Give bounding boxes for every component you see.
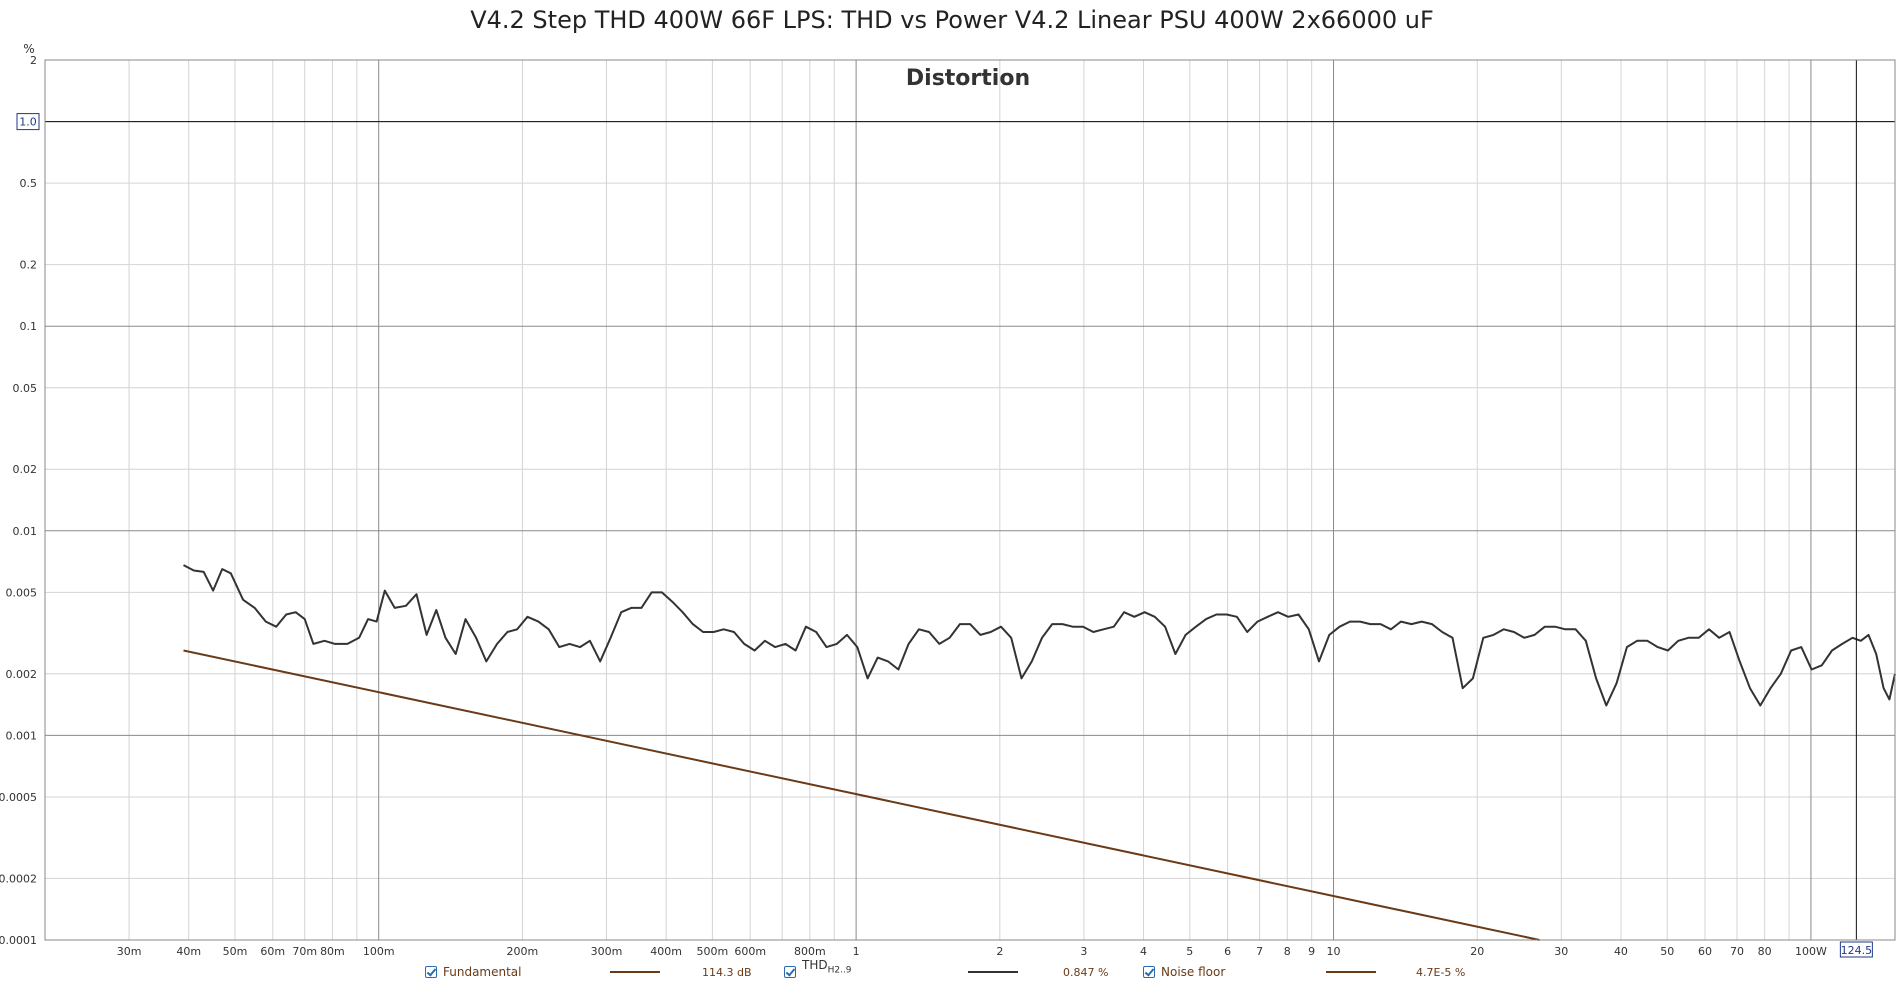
noise-floor-checkbox[interactable] bbox=[1143, 966, 1155, 978]
x-tick-label: 30m bbox=[117, 945, 142, 958]
thd-subscript: H2..9 bbox=[827, 965, 852, 976]
x-tick-label: 7 bbox=[1256, 945, 1263, 958]
legend-swatch-noise-floor bbox=[1326, 963, 1376, 981]
x-tick-label: 80 bbox=[1758, 945, 1772, 958]
y-axis-unit-label: % bbox=[23, 42, 34, 56]
y-tick-label: 2 bbox=[30, 54, 37, 67]
thd-checkbox[interactable] bbox=[784, 966, 796, 978]
y-tick-label: 0.05 bbox=[13, 382, 38, 395]
chart-title: V4.2 Step THD 400W 66F LPS: THD vs Power… bbox=[470, 6, 1434, 34]
cursor-x-readout-box bbox=[1839, 941, 1873, 958]
x-tick-label: 600m bbox=[734, 945, 766, 958]
x-tick-label: 70 bbox=[1730, 945, 1744, 958]
y-tick-label: 0.0001 bbox=[0, 934, 37, 947]
y-tick-label: 0.005 bbox=[6, 586, 38, 599]
series-layer bbox=[183, 564, 1896, 941]
cursor-layer[interactable]: 124.5 1.0 bbox=[16, 60, 1895, 958]
distortion-chart[interactable]: 30m 40m 50m 60m 70m 80m 100m 200m 300m 400m 500m 60… bbox=[0, 0, 1904, 960]
y-tick-label: 0.02 bbox=[13, 463, 38, 476]
thd-swatch bbox=[968, 971, 1018, 973]
cursor-y-readout: 1.0 bbox=[19, 116, 37, 129]
x-tick-label: 400m bbox=[650, 945, 682, 958]
legend-swatch-thd bbox=[968, 963, 1018, 981]
x-tick-label: 100m bbox=[363, 945, 395, 958]
cursor-y-readout-box bbox=[16, 113, 40, 131]
x-tick-label: 50m bbox=[223, 945, 248, 958]
y-tick-label: 0.002 bbox=[6, 668, 38, 681]
legend-item-thd[interactable]: THDH2..9 bbox=[784, 958, 852, 978]
minor-grid bbox=[45, 59, 1895, 941]
x-tick-label: 5 bbox=[1186, 945, 1193, 958]
x-tick-label: 300m bbox=[591, 945, 623, 958]
noise-floor-readout: 4.7E-5 % bbox=[1416, 965, 1466, 979]
x-tick-label: 60m bbox=[260, 945, 285, 958]
x-tick-label: 1 bbox=[853, 945, 860, 958]
x-tick-label: 500m bbox=[697, 945, 729, 958]
legend-readout-fundamental: 114.3 dB bbox=[702, 963, 752, 981]
legend-swatch-fundamental bbox=[610, 963, 660, 981]
y-tick-label: 0.0002 bbox=[0, 872, 37, 885]
x-tick-label: 60 bbox=[1698, 945, 1712, 958]
thd-label: THD bbox=[802, 958, 828, 973]
legend-label-fundamental: Fundamental bbox=[443, 965, 522, 979]
x-tick-label: 6 bbox=[1224, 945, 1231, 958]
chart-subtitle: Distortion bbox=[906, 66, 1030, 91]
y-tick-label: 0.001 bbox=[6, 729, 38, 742]
legend-item-noise-floor[interactable]: Noise floor bbox=[1143, 963, 1225, 981]
x-tick-label: 200m bbox=[507, 945, 539, 958]
y-tick-label: 0.2 bbox=[20, 259, 38, 272]
x-tick-label: 4 bbox=[1140, 945, 1147, 958]
y-tick-label: 0.1 bbox=[20, 320, 38, 333]
y-tick-label: 0.01 bbox=[13, 525, 38, 538]
y-tick-label: 0.5 bbox=[20, 177, 38, 190]
x-tick-label: 8 bbox=[1284, 945, 1291, 958]
x-tick-label: 70m bbox=[292, 945, 317, 958]
y-tick-labels: 2 0.5 0.2 0.1 0.05 0.02 0.01 0.005 0.002 0.001 0.0… bbox=[0, 54, 37, 947]
thd-series-line bbox=[183, 564, 1896, 707]
x-tick-label: 40 bbox=[1614, 945, 1628, 958]
x-tick-label: 100W bbox=[1795, 945, 1827, 958]
x-tick-label: 10 bbox=[1327, 945, 1341, 958]
x-tick-labels: 30m 40m 50m 60m 70m 80m 100m 200m 300m 400m 500m 60… bbox=[117, 945, 1827, 958]
x-tick-label: 2 bbox=[996, 945, 1003, 958]
plot-area bbox=[45, 60, 1895, 940]
fundamental-swatch bbox=[610, 971, 660, 973]
fundamental-readout: 114.3 dB bbox=[702, 965, 752, 979]
legend-item-fundamental[interactable]: Fundamental bbox=[425, 963, 522, 981]
fundamental-checkbox[interactable] bbox=[425, 966, 437, 978]
legend-readout-noise-floor: 4.7E-5 % bbox=[1416, 963, 1465, 981]
x-tick-label: 9 bbox=[1308, 945, 1315, 958]
legend-label-noise-floor: Noise floor bbox=[1161, 965, 1226, 979]
x-tick-label: 50 bbox=[1660, 945, 1674, 958]
noise-floor-swatch bbox=[1326, 971, 1376, 973]
x-tick-label: 3 bbox=[1080, 945, 1087, 958]
x-tick-label: 800m bbox=[794, 945, 826, 958]
legend-label-thd: THDH2..9 bbox=[802, 958, 852, 975]
thd-readout: 0.847 % bbox=[1063, 965, 1109, 979]
cursor-x-readout: 124.5 bbox=[1841, 944, 1873, 957]
x-tick-label: 80m bbox=[320, 945, 345, 958]
y-tick-label: 0.0005 bbox=[0, 791, 37, 804]
x-tick-label: 30 bbox=[1554, 945, 1568, 958]
x-tick-label: 20 bbox=[1470, 945, 1484, 958]
plot-border bbox=[44, 59, 1896, 941]
noise-floor-series-line bbox=[183, 649, 1540, 941]
x-tick-label: 40m bbox=[176, 945, 201, 958]
legend-readout-thd: 0.847 % bbox=[1063, 963, 1108, 981]
